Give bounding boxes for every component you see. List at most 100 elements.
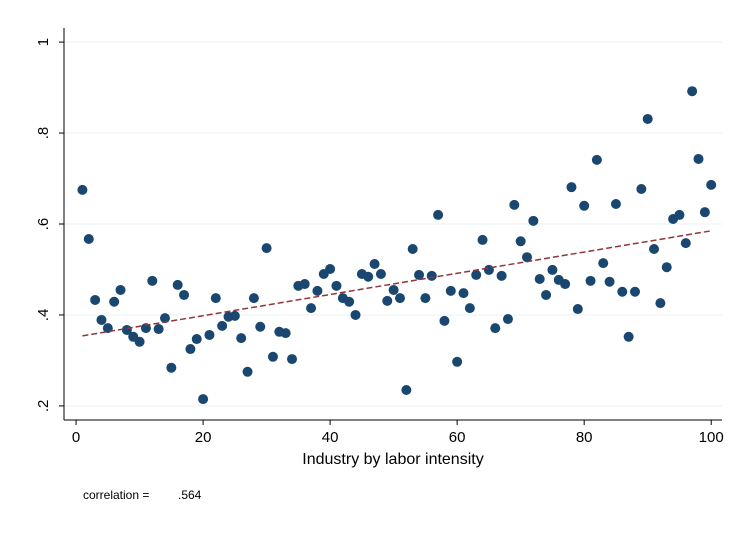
point [242,366,253,377]
point [344,296,355,307]
point [541,289,552,300]
point [147,275,158,286]
point [655,298,666,309]
x-tick-label: 100 [699,429,724,446]
point [566,182,577,193]
point [261,243,272,254]
point [490,323,501,334]
point [198,394,209,405]
point [502,314,513,325]
point [204,329,215,340]
point [312,285,323,296]
point [445,285,456,296]
point [248,293,259,304]
point [661,262,672,273]
point [649,244,660,255]
point [115,284,126,295]
x-tick-label: 20 [195,429,212,446]
point [515,236,526,247]
y-tick-label: .6 [35,218,52,231]
point [401,384,412,395]
point [179,289,190,300]
point [585,275,596,286]
x-axis-label: Industry by labor intensity [302,451,483,468]
point [439,315,450,326]
point [96,314,107,325]
point [477,234,488,245]
point [598,258,609,269]
point [407,244,418,255]
point [236,333,247,344]
point [471,269,482,280]
point [604,276,615,287]
point [674,209,685,220]
point [172,279,183,290]
point [693,153,704,164]
point [706,179,717,190]
point [350,309,361,320]
point [496,270,507,281]
point [287,354,298,365]
point [617,286,628,297]
point [83,234,94,245]
point [140,323,151,334]
point [623,331,634,342]
point [464,303,475,314]
point [134,336,145,347]
x-tick-label: 0 [72,429,80,446]
point [534,274,545,285]
point [572,304,583,315]
point [166,362,177,373]
point [306,303,317,314]
point [325,264,336,275]
y-tick-label: .8 [35,127,52,140]
y-tick-label: 1 [35,38,52,46]
point [636,183,647,194]
point [90,294,101,305]
point [255,321,266,332]
point [680,238,691,249]
x-tick-label: 60 [449,429,466,446]
point [375,269,386,280]
point [109,296,120,307]
point [331,280,342,291]
point [426,270,437,281]
point [77,184,88,195]
point [699,207,710,218]
annotation-label: correlation = [83,488,149,502]
point [299,279,310,290]
point [217,320,228,331]
point [642,113,653,124]
point [528,215,539,226]
point [159,313,170,324]
point [610,198,621,209]
point [483,264,494,275]
point [229,310,240,321]
point [560,279,571,290]
x-tick-label: 40 [322,429,339,446]
point [547,264,558,275]
point [509,199,520,210]
point [629,286,640,297]
point [458,288,469,299]
point [579,200,590,211]
point [591,154,602,165]
point [369,259,380,270]
point [420,293,431,304]
y-tick-label: .4 [35,309,52,322]
point [388,284,399,295]
point [267,351,278,362]
point [153,324,164,335]
point [280,328,291,339]
y-tick-label: .2 [35,400,52,413]
annotation-value: .564 [178,488,202,502]
point [394,293,405,304]
point [382,295,393,306]
fit-line [82,230,712,337]
point [414,269,425,280]
x-tick-label: 80 [576,429,593,446]
point [210,293,221,304]
point [433,209,444,220]
